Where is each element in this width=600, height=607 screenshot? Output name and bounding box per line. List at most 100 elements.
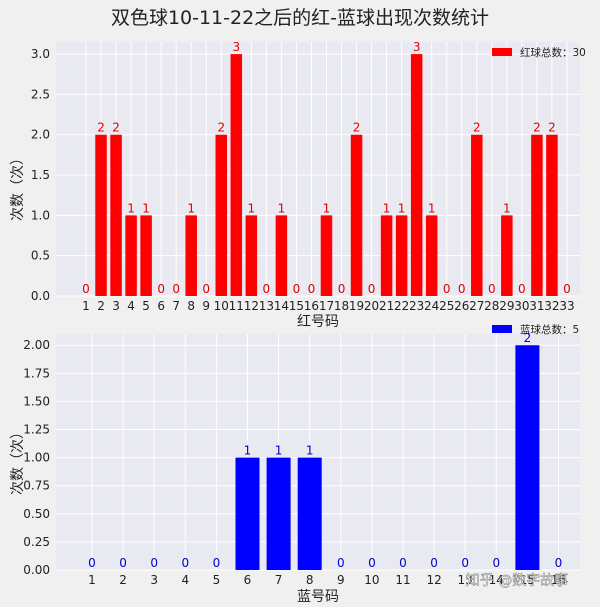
blue-x-tick-label: 15 xyxy=(520,573,535,587)
red-x-tick-label: 9 xyxy=(202,299,210,313)
red-bar xyxy=(471,134,483,296)
red-bar-value-label: 1 xyxy=(503,201,511,215)
red-x-tick-label: 4 xyxy=(127,299,135,313)
red-bar-value-label: 0 xyxy=(458,282,466,296)
red-x-tick-label: 2 xyxy=(97,299,105,313)
red-x-axis-label: 红号码 xyxy=(297,314,339,330)
blue-bar-value-label: 0 xyxy=(399,556,407,570)
red-bar-value-label: 2 xyxy=(473,121,481,135)
red-legend: 红球总数：30 xyxy=(492,46,586,59)
red-y-tick-label: 3.0 xyxy=(31,47,50,61)
red-x-tick-label: 32 xyxy=(544,299,559,313)
red-x-tick-label: 5 xyxy=(142,299,150,313)
red-y-axis-label: 次数（次） xyxy=(10,151,26,221)
blue-bar-value-label: 0 xyxy=(88,556,96,570)
blue-x-tick-label: 6 xyxy=(244,573,252,587)
red-x-tick-label: 25 xyxy=(439,299,454,313)
red-bar-value-label: 3 xyxy=(232,40,240,54)
red-y-tick-label: 1.5 xyxy=(31,168,50,182)
red-bar-value-label: 1 xyxy=(142,201,150,215)
red-bar xyxy=(245,215,258,296)
red-x-tick-label: 21 xyxy=(379,299,394,313)
red-x-tick-label: 18 xyxy=(334,299,349,313)
red-bar xyxy=(185,215,197,296)
blue-legend-swatch xyxy=(492,325,512,333)
blue-y-tick-label: 1.00 xyxy=(23,451,50,465)
red-bar-value-label: 0 xyxy=(563,282,571,296)
blue-y-tick-label: 0.75 xyxy=(23,479,50,493)
blue-x-tick-label: 16 xyxy=(551,573,566,587)
red-bar-value-label: 2 xyxy=(533,121,541,135)
red-bar xyxy=(395,215,408,296)
blue-x-tick-label: 8 xyxy=(306,573,314,587)
red-bar-value-label: 0 xyxy=(308,282,316,296)
red-bar-value-label: 1 xyxy=(278,201,286,215)
red-x-tick-label: 15 xyxy=(289,299,304,313)
blue-bar xyxy=(515,345,540,570)
blue-bar-value-label: 0 xyxy=(368,556,376,570)
red-bar-value-label: 0 xyxy=(368,282,376,296)
blue-bar-value-label: 1 xyxy=(306,444,314,458)
red-legend-label: 红球总数：30 xyxy=(520,46,586,59)
blue-x-tick-label: 12 xyxy=(426,573,441,587)
blue-y-tick-label: 2.00 xyxy=(23,338,50,352)
red-bar-value-label: 1 xyxy=(398,201,406,215)
red-x-tick-label: 10 xyxy=(214,299,229,313)
blue-x-tick-label: 4 xyxy=(181,573,189,587)
red-x-tick-label: 20 xyxy=(364,299,379,313)
red-bar xyxy=(95,134,107,296)
red-bar xyxy=(215,134,228,296)
red-bar-value-label: 0 xyxy=(443,282,451,296)
blue-bar-value-label: 0 xyxy=(461,556,469,570)
red-bar xyxy=(501,215,513,296)
red-x-tick-label: 24 xyxy=(424,299,439,313)
red-bar-value-label: 2 xyxy=(217,121,225,135)
blue-bar-value-label: 2 xyxy=(524,331,532,345)
red-bar xyxy=(110,134,122,296)
red-x-tick-label: 30 xyxy=(514,299,529,313)
red-bar xyxy=(425,215,438,296)
blue-x-axis-label: 蓝号码 xyxy=(297,589,339,605)
red-bar xyxy=(380,215,393,296)
red-x-tick-label: 8 xyxy=(187,299,195,313)
blue-x-tick-label: 5 xyxy=(213,573,221,587)
red-y-tick-label: 1.0 xyxy=(31,208,50,222)
red-x-tick-label: 33 xyxy=(559,299,574,313)
red-bar-value-label: 2 xyxy=(548,121,556,135)
red-bar-value-label: 3 xyxy=(413,40,421,54)
blue-legend: 蓝球总数：5 xyxy=(492,323,579,336)
red-bar-value-label: 0 xyxy=(488,282,496,296)
red-x-tick-label: 19 xyxy=(349,299,364,313)
red-x-tick-label: 1 xyxy=(82,299,90,313)
blue-bar-value-label: 1 xyxy=(275,444,283,458)
red-bar-value-label: 1 xyxy=(323,201,331,215)
blue-y-tick-label: 0.00 xyxy=(23,563,50,577)
blue-x-tick-label: 1 xyxy=(88,573,96,587)
red-y-tick-label: 0.5 xyxy=(31,249,50,263)
blue-bar-value-label: 0 xyxy=(119,556,127,570)
chart-title: 双色球10-11-22之后的红-蓝球出现次数统计 xyxy=(111,7,489,29)
red-bar xyxy=(531,134,543,296)
red-bar-value-label: 1 xyxy=(127,201,135,215)
blue-x-tick-label: 14 xyxy=(489,573,504,587)
blue-x-tick-label: 13 xyxy=(458,573,473,587)
red-bar-value-label: 0 xyxy=(157,282,165,296)
red-x-tick-label: 23 xyxy=(409,299,424,313)
red-bar xyxy=(320,215,333,296)
red-bar-value-label: 1 xyxy=(187,201,195,215)
blue-x-tick-label: 10 xyxy=(364,573,379,587)
blue-x-tick-label: 7 xyxy=(275,573,283,587)
red-x-tick-label: 31 xyxy=(529,299,544,313)
red-bar-value-label: 0 xyxy=(263,282,271,296)
blue-y-tick-label: 0.50 xyxy=(23,507,50,521)
red-bar-value-label: 0 xyxy=(82,282,90,296)
red-x-tick-label: 27 xyxy=(469,299,484,313)
blue-bar-value-label: 0 xyxy=(213,556,221,570)
blue-bar-value-label: 0 xyxy=(337,556,345,570)
red-x-tick-label: 11 xyxy=(229,299,244,313)
blue-bar-value-label: 0 xyxy=(181,556,189,570)
blue-x-tick-label: 3 xyxy=(150,573,158,587)
red-bar-value-label: 1 xyxy=(248,201,256,215)
red-bar-value-label: 0 xyxy=(518,282,526,296)
blue-y-tick-label: 1.75 xyxy=(23,366,50,380)
